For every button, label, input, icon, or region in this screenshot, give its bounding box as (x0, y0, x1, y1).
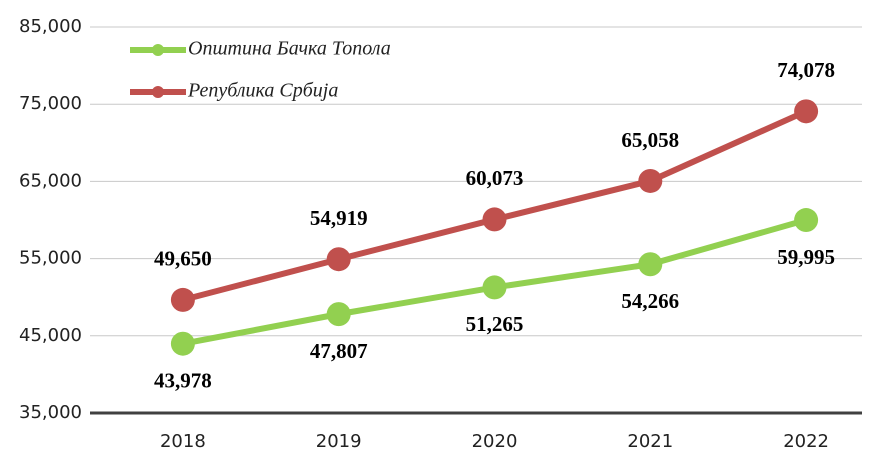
data-label: 49,650 (154, 247, 212, 271)
x-tick-label: 2018 (160, 431, 206, 452)
data-label: 54,919 (310, 206, 368, 230)
point (794, 208, 819, 233)
data-label: 60,073 (466, 166, 524, 190)
y-tick-label: 75,000 (19, 93, 82, 114)
point (170, 331, 195, 356)
series-line (182, 108, 808, 303)
legend-label: Општина Бачка Топола (188, 38, 391, 60)
point (638, 252, 663, 277)
data-label: 51,265 (466, 312, 524, 336)
legend-label: Република Србија (187, 80, 338, 102)
point (482, 275, 507, 300)
y-tick-label: 45,000 (19, 325, 82, 346)
point (326, 302, 351, 327)
x-tick-label: 2022 (783, 431, 829, 452)
x-tick-label: 2021 (627, 431, 673, 452)
data-label: 59,995 (777, 245, 835, 269)
legend-marker (152, 86, 164, 98)
x-tick-label: 2020 (472, 431, 518, 452)
y-tick-label: 55,000 (19, 248, 82, 269)
data-label: 47,807 (310, 339, 368, 363)
point (326, 247, 351, 272)
data-label: 65,058 (621, 128, 679, 152)
y-tick-label: 85,000 (19, 16, 82, 37)
x-tick-label: 2019 (316, 431, 362, 452)
data-label: 74,078 (777, 58, 835, 82)
legend-marker (152, 44, 164, 56)
data-label: 54,266 (621, 289, 679, 313)
point (638, 168, 663, 193)
y-tick-label: 35,000 (19, 402, 82, 423)
point (482, 207, 507, 232)
point (794, 99, 819, 124)
point (170, 287, 195, 312)
y-tick-label: 65,000 (19, 170, 82, 191)
data-label: 43,978 (154, 369, 212, 393)
